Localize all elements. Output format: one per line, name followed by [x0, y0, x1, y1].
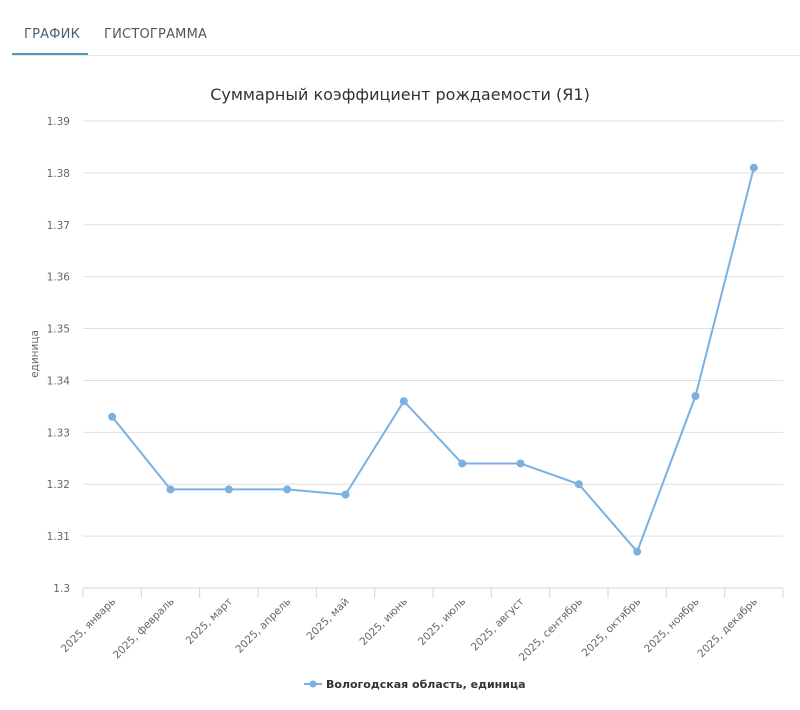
- data-point[interactable]: [341, 490, 350, 499]
- y-tick-label: 1.35: [47, 324, 70, 336]
- y-tick-label: 1.32: [47, 479, 70, 491]
- x-tick-label: 2025, сентябрь: [517, 596, 585, 664]
- x-tick-label: 2025, февраль: [111, 596, 177, 662]
- y-tick-label: 1.37: [47, 220, 70, 232]
- data-point[interactable]: [749, 163, 758, 172]
- tab-histogram[interactable]: ГИСТОГРАММА: [104, 27, 208, 42]
- series-line: [108, 163, 758, 556]
- legend[interactable]: Вологодская область, единица: [304, 678, 526, 691]
- x-tick-label: 2025, июль: [416, 596, 468, 648]
- series-path: [111, 167, 755, 553]
- x-tick-label: 2025, июнь: [358, 596, 410, 648]
- y-tick-label: 1.3: [53, 583, 70, 595]
- legend-label[interactable]: Вологодская область, единица: [326, 678, 526, 691]
- x-tick-label: 2025, октябрь: [580, 596, 644, 660]
- y-axis-label: единица: [29, 330, 41, 378]
- x-tick-label: 2025, январь: [59, 596, 118, 655]
- y-tick-label: 1.38: [47, 168, 70, 180]
- data-point[interactable]: [108, 412, 117, 421]
- x-tick-label: 2025, август: [469, 596, 527, 654]
- data-point[interactable]: [224, 485, 233, 494]
- x-tick-label: 2025, апрель: [233, 596, 293, 656]
- active-tab-indicator: [12, 53, 88, 55]
- data-point[interactable]: [283, 485, 292, 494]
- y-tick-label: 1.36: [47, 272, 71, 284]
- y-tick-label: 1.34: [47, 375, 71, 387]
- x-tick-label: 2025, март: [184, 596, 235, 647]
- data-point[interactable]: [458, 459, 467, 468]
- x-tick-label: 2025, май: [305, 596, 352, 643]
- data-point[interactable]: [691, 392, 700, 401]
- x-tick-label: 2025, ноябрь: [642, 596, 702, 656]
- data-point[interactable]: [574, 480, 583, 489]
- grid-lines: [83, 120, 783, 537]
- tab-bar: ГРАФИК ГИСТОГРАММА: [12, 0, 800, 56]
- data-point[interactable]: [166, 485, 175, 494]
- tab-graph[interactable]: ГРАФИК: [24, 27, 81, 42]
- data-point[interactable]: [633, 547, 642, 556]
- y-tick-label: 1.39: [47, 116, 70, 128]
- data-point[interactable]: [516, 459, 525, 468]
- y-axis-ticks: 1.39 1.38 1.37 1.36 1.35 1.34 1.33 1.32 1.31 1.3: [47, 116, 71, 595]
- legend-marker-icon: [309, 680, 317, 688]
- data-point[interactable]: [399, 397, 408, 406]
- y-tick-label: 1.31: [47, 531, 70, 543]
- x-tick-label: 2025, декабрь: [695, 596, 760, 661]
- chart-title: Суммарный коэффициент рождаемости (Я1): [210, 85, 590, 104]
- y-tick-label: 1.33: [47, 427, 70, 439]
